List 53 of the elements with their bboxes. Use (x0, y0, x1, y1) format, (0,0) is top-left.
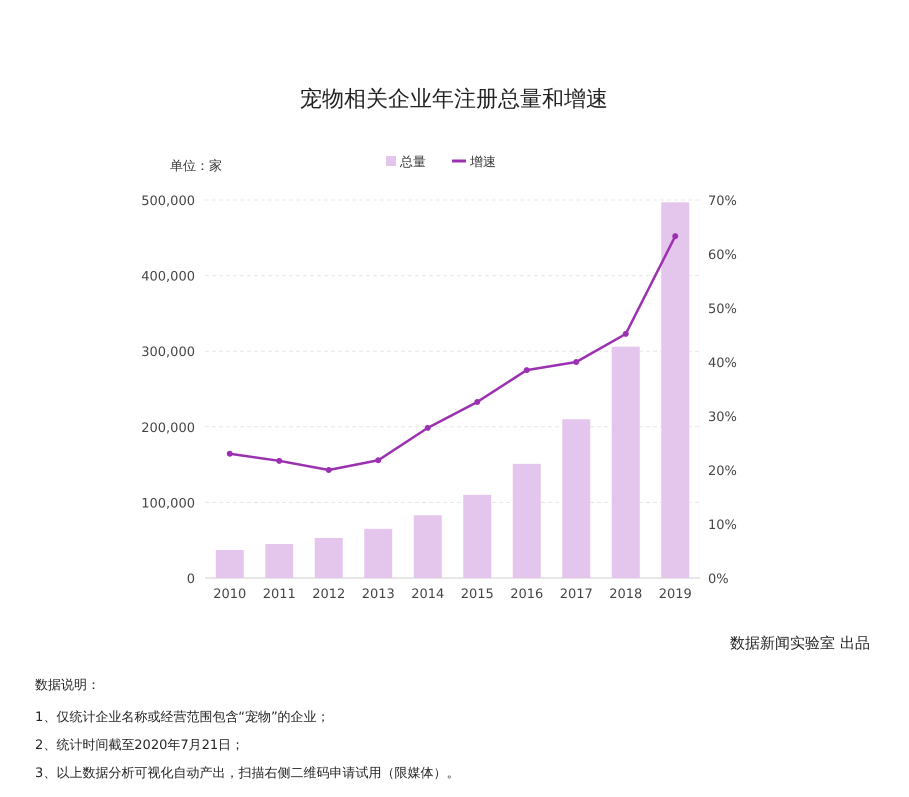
text: 3、以上数据分析可视化自动产出，扫描右侧二维码申请试用（限媒体）。 (35, 766, 460, 781)
x-tick-label: 2010 (213, 587, 246, 602)
point (672, 233, 678, 240)
x-tick-label: 2014 (411, 587, 444, 602)
x-tick-label: 2011 (262, 587, 296, 602)
x-tick-label: 2012 (312, 587, 346, 602)
y2-tick-label: 60% (708, 248, 737, 263)
bar (562, 419, 590, 578)
bar (612, 346, 640, 578)
legend-label: 总量 (399, 155, 426, 170)
y-tick-label: 400,000 (141, 270, 195, 285)
point (226, 450, 233, 457)
y2-tick-label: 0% (708, 572, 729, 587)
x-tick-label: 2017 (560, 587, 593, 602)
y-axis-title: 单位：家 (170, 158, 222, 174)
bar (314, 538, 343, 578)
y2-tick-label: 50% (708, 302, 737, 317)
bar (265, 544, 294, 578)
y2-tick-label: 10% (708, 518, 737, 533)
legend-label: 增速 (469, 155, 496, 170)
text: 数据新闻实验室 出品 (730, 634, 870, 652)
point (424, 424, 431, 431)
bar (414, 515, 442, 578)
text: 2、统计时间截至2020年7月21日； (35, 738, 244, 753)
y-tick-label: 0 (186, 572, 195, 587)
bar (216, 550, 244, 578)
x-tick-label: 2013 (362, 587, 395, 602)
point (474, 398, 480, 405)
bar (463, 494, 492, 578)
x-tick-label: 2018 (609, 587, 642, 602)
y2-tick-label: 30% (708, 410, 737, 425)
y-tick-label: 200,000 (141, 420, 195, 436)
point (573, 359, 580, 365)
point (326, 467, 332, 473)
y-tick-label: 500,000 (141, 194, 195, 209)
point (375, 457, 382, 464)
point (276, 458, 282, 464)
chart-title: 宠物相关企业年注册总量和增速 (300, 87, 608, 112)
x-tick-label: 2016 (510, 587, 544, 602)
y-tick-label: 300,000 (141, 345, 195, 360)
x-tick-label: 2019 (658, 587, 692, 602)
point (524, 367, 530, 374)
y2-tick-label: 20% (708, 464, 737, 479)
text: 数据说明： (35, 678, 100, 693)
y2-tick-label: 70% (708, 194, 737, 209)
y2-tick-label: 40% (708, 356, 737, 371)
bar (364, 528, 392, 578)
x-tick-label: 2015 (460, 587, 494, 602)
point (622, 330, 629, 337)
bar (512, 464, 541, 578)
bar (661, 202, 690, 578)
y-tick-label: 100,000 (141, 496, 195, 512)
text: 1、仅统计企业名称或经营范围包含“宠物”的企业； (35, 710, 330, 725)
